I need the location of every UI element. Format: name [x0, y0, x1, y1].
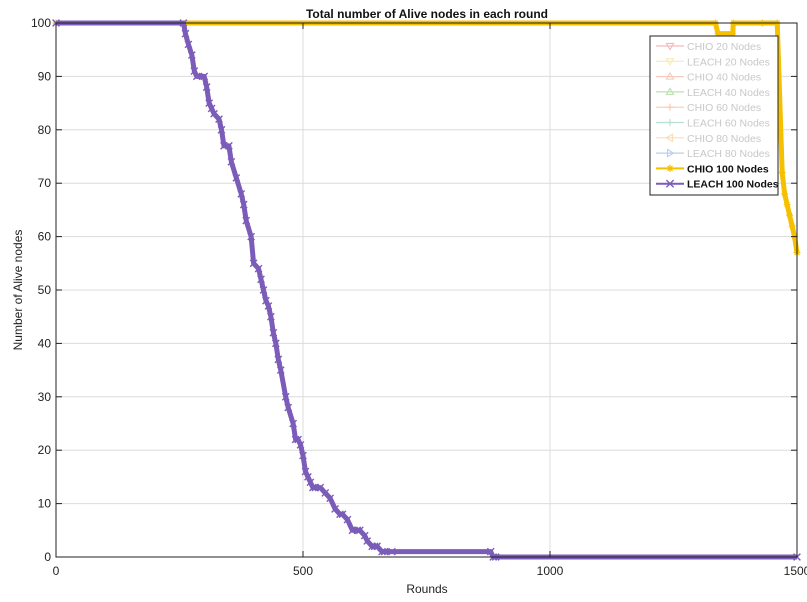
y-tick-label: 20: [38, 443, 52, 457]
legend-label: LEACH 20 Nodes: [687, 56, 770, 68]
data-point: [779, 169, 786, 176]
legend-label: CHIO 40 Nodes: [687, 72, 761, 84]
x-tick-label: 500: [293, 564, 313, 578]
y-tick-label: 100: [31, 16, 51, 30]
legend-label: CHIO 80 Nodes: [687, 133, 761, 145]
legend-label: CHIO 100 Nodes: [687, 163, 769, 175]
chart-title: Total number of Alive nodes in each roun…: [306, 7, 548, 21]
y-tick-label: 30: [38, 390, 52, 404]
legend-label: LEACH 40 Nodes: [687, 87, 770, 99]
x-axis-label: Rounds: [406, 582, 447, 596]
legend-label: CHIO 20 Nodes: [687, 41, 761, 53]
legend-label: LEACH 60 Nodes: [687, 118, 770, 130]
y-tick-label: 70: [38, 176, 52, 190]
x-tick-label: 0: [53, 564, 60, 578]
legend-marker: [666, 165, 673, 172]
y-tick-label: 60: [38, 230, 52, 244]
y-tick-label: 40: [38, 336, 52, 350]
y-tick-label: 50: [38, 283, 52, 297]
data-point: [781, 190, 788, 197]
y-tick-label: 0: [44, 550, 51, 564]
data-point: [789, 223, 796, 230]
y-tick-label: 90: [38, 69, 52, 83]
legend-label: CHIO 60 Nodes: [687, 102, 761, 114]
y-axis-label: Number of Alive nodes: [11, 230, 25, 351]
x-tick-label: 1000: [537, 564, 564, 578]
y-tick-label: 80: [38, 123, 52, 137]
legend: CHIO 20 Nodes LEACH 20 Nodes CHIO 40 Nodes…: [650, 36, 779, 195]
legend-label: LEACH 100 Nodes: [687, 179, 779, 191]
legend-label: LEACH 80 Nodes: [687, 148, 770, 160]
data-point: [786, 212, 793, 219]
y-tick-label: 10: [38, 497, 52, 511]
data-point: [784, 201, 791, 208]
